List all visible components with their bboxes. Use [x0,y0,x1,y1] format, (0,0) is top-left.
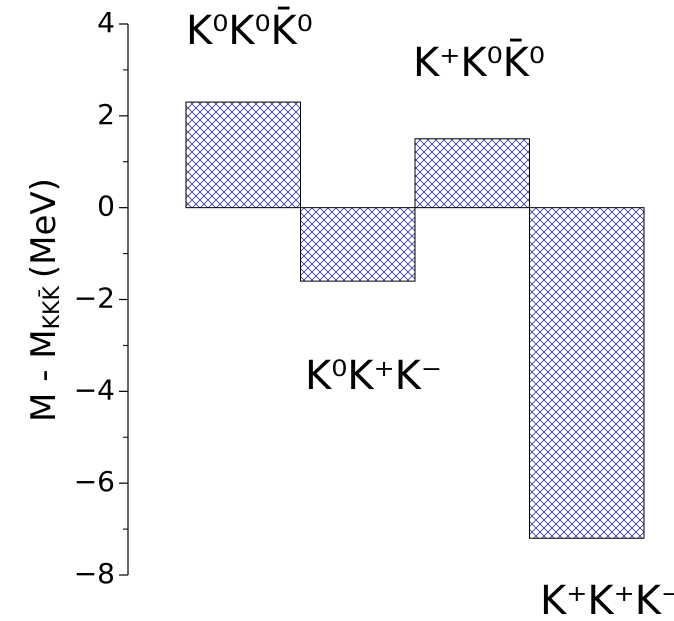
bar [185,101,301,209]
annotation: K⁰K⁰K̄⁰ [186,6,313,54]
annotation: K⁰K⁺K⁻ [305,353,442,399]
y-label-sub: KKK̄ [39,286,65,330]
bar [300,207,416,282]
y-tick-label: −4 [74,373,115,406]
y-tick-label: 4 [97,6,115,39]
annotation: K⁺K⁺K⁻ [540,578,674,621]
y-axis-label: M - MKKK̄ (MeV) [24,178,66,422]
y-label-unit: (MeV) [24,178,64,278]
y-tick-label: −6 [74,465,115,498]
bar [414,138,530,209]
bar [529,207,645,539]
annotation: K⁺K⁰K̄⁰ [413,38,545,86]
y-tick-label: −8 [74,557,115,590]
y-tick-label: 2 [97,98,115,131]
y-tick-label: 0 [97,190,115,223]
y-label-main: M - M [24,329,64,422]
y-tick-label: −2 [74,282,115,315]
